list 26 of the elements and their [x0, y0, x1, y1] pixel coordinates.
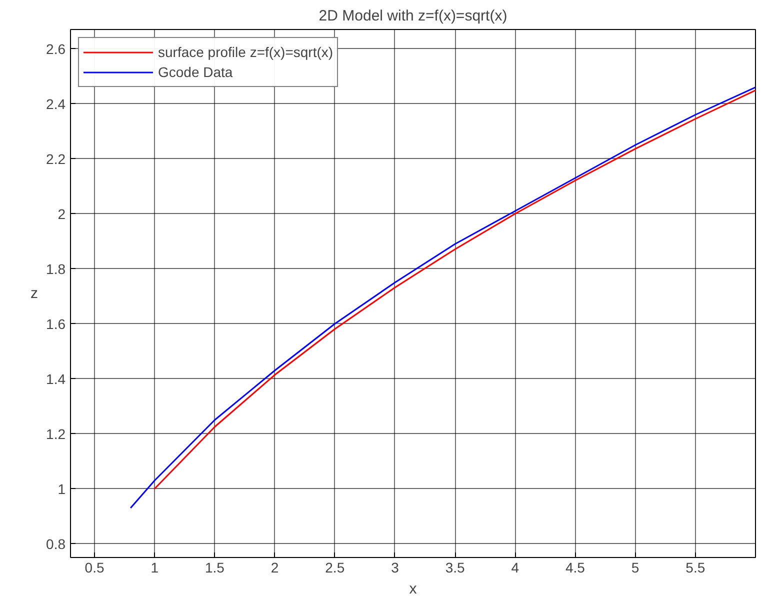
legend-label: surface profile z=f(x)=sqrt(x) — [158, 44, 334, 60]
y-tick-label: 1.2 — [46, 426, 66, 442]
y-tick-label: 1 — [58, 480, 66, 497]
y-tick-label: 0.8 — [46, 536, 66, 552]
y-tick-label: 2.2 — [46, 150, 66, 167]
y-tick-label: 1.8 — [46, 260, 66, 277]
x-tick-label: 2 — [270, 560, 279, 576]
x-tick-label: 4 — [511, 560, 520, 576]
x-tick-label: 4.5 — [566, 560, 586, 576]
x-tick-label: 5.5 — [686, 560, 706, 576]
chart-title: 2D Model with z=f(x)=sqrt(x) — [318, 8, 508, 24]
y-tick-label: 2.6 — [46, 40, 66, 57]
x-tick-label: 5 — [631, 560, 640, 576]
x-axis-title: x — [409, 580, 418, 598]
x-tick-label: 3.5 — [445, 560, 466, 576]
y-axis-title: z — [30, 285, 38, 302]
y-tick-label: 2.4 — [46, 96, 66, 112]
x-tick-label: 3 — [391, 560, 400, 576]
x-tick-label: 1 — [150, 560, 159, 576]
x-tick-label: 1.5 — [204, 560, 225, 576]
x-tick-label: 2.5 — [325, 560, 345, 576]
y-tick-label: 1.4 — [46, 370, 66, 387]
legend-label: Gcode Data — [158, 64, 233, 80]
y-tick-label: 1.6 — [46, 316, 66, 332]
y-tick-label: 2 — [58, 206, 66, 222]
x-tick-label: 0.5 — [84, 560, 104, 576]
